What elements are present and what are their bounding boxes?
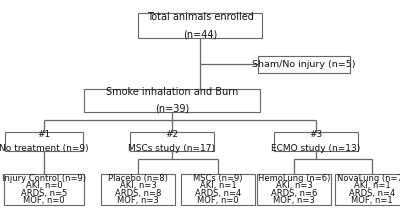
FancyBboxPatch shape bbox=[84, 89, 260, 112]
Text: #1: #1 bbox=[37, 130, 51, 139]
Text: NovaLung (n=7): NovaLung (n=7) bbox=[338, 174, 400, 183]
Text: Smoke inhalation and Burn: Smoke inhalation and Burn bbox=[106, 88, 238, 98]
Text: ARDS, n=8: ARDS, n=8 bbox=[115, 189, 161, 198]
Text: AKI, n=0: AKI, n=0 bbox=[26, 181, 62, 190]
Text: MSCs study (n=17): MSCs study (n=17) bbox=[128, 144, 216, 153]
Text: ARDS, n=6: ARDS, n=6 bbox=[271, 189, 317, 198]
Text: MOF, n=3: MOF, n=3 bbox=[117, 196, 159, 205]
Text: AKI, n=3: AKI, n=3 bbox=[276, 181, 312, 190]
Text: Placebo (n=8): Placebo (n=8) bbox=[108, 174, 168, 183]
Text: AKI, n=1: AKI, n=1 bbox=[354, 181, 390, 190]
FancyBboxPatch shape bbox=[335, 174, 400, 205]
Text: Total animals enrolled: Total animals enrolled bbox=[146, 12, 254, 22]
FancyBboxPatch shape bbox=[257, 174, 331, 205]
Text: MSCs (n=9): MSCs (n=9) bbox=[193, 174, 243, 183]
Text: MOF, n=0: MOF, n=0 bbox=[23, 196, 65, 205]
Text: Sham/No injury (n=5): Sham/No injury (n=5) bbox=[252, 60, 356, 69]
FancyBboxPatch shape bbox=[181, 174, 255, 205]
Text: (n=44): (n=44) bbox=[183, 30, 217, 40]
Text: AKI, n=3: AKI, n=3 bbox=[120, 181, 156, 190]
Text: MOF, n=0: MOF, n=0 bbox=[197, 196, 239, 205]
Text: HemoLung (n=6): HemoLung (n=6) bbox=[258, 174, 330, 183]
Text: #3: #3 bbox=[309, 130, 323, 139]
FancyBboxPatch shape bbox=[130, 132, 214, 151]
FancyBboxPatch shape bbox=[258, 56, 350, 73]
Text: Injury Control (n=9): Injury Control (n=9) bbox=[2, 174, 86, 183]
Text: MOF, n=1: MOF, n=1 bbox=[351, 196, 393, 205]
Text: ECMO study (n=13): ECMO study (n=13) bbox=[271, 144, 361, 153]
Text: ARDS, n=4: ARDS, n=4 bbox=[349, 189, 395, 198]
Text: MOF, n=3: MOF, n=3 bbox=[273, 196, 315, 205]
Text: ARDS, n=4: ARDS, n=4 bbox=[195, 189, 241, 198]
Text: (n=39): (n=39) bbox=[155, 104, 189, 114]
Text: #2: #2 bbox=[166, 130, 178, 139]
FancyBboxPatch shape bbox=[5, 132, 83, 151]
FancyBboxPatch shape bbox=[101, 174, 175, 205]
FancyBboxPatch shape bbox=[4, 174, 84, 205]
Text: No treatment (n=9): No treatment (n=9) bbox=[0, 144, 89, 153]
Text: ARDS, n=5: ARDS, n=5 bbox=[21, 189, 67, 198]
FancyBboxPatch shape bbox=[138, 13, 262, 38]
FancyBboxPatch shape bbox=[274, 132, 358, 151]
Text: AKI, n=1: AKI, n=1 bbox=[200, 181, 236, 190]
